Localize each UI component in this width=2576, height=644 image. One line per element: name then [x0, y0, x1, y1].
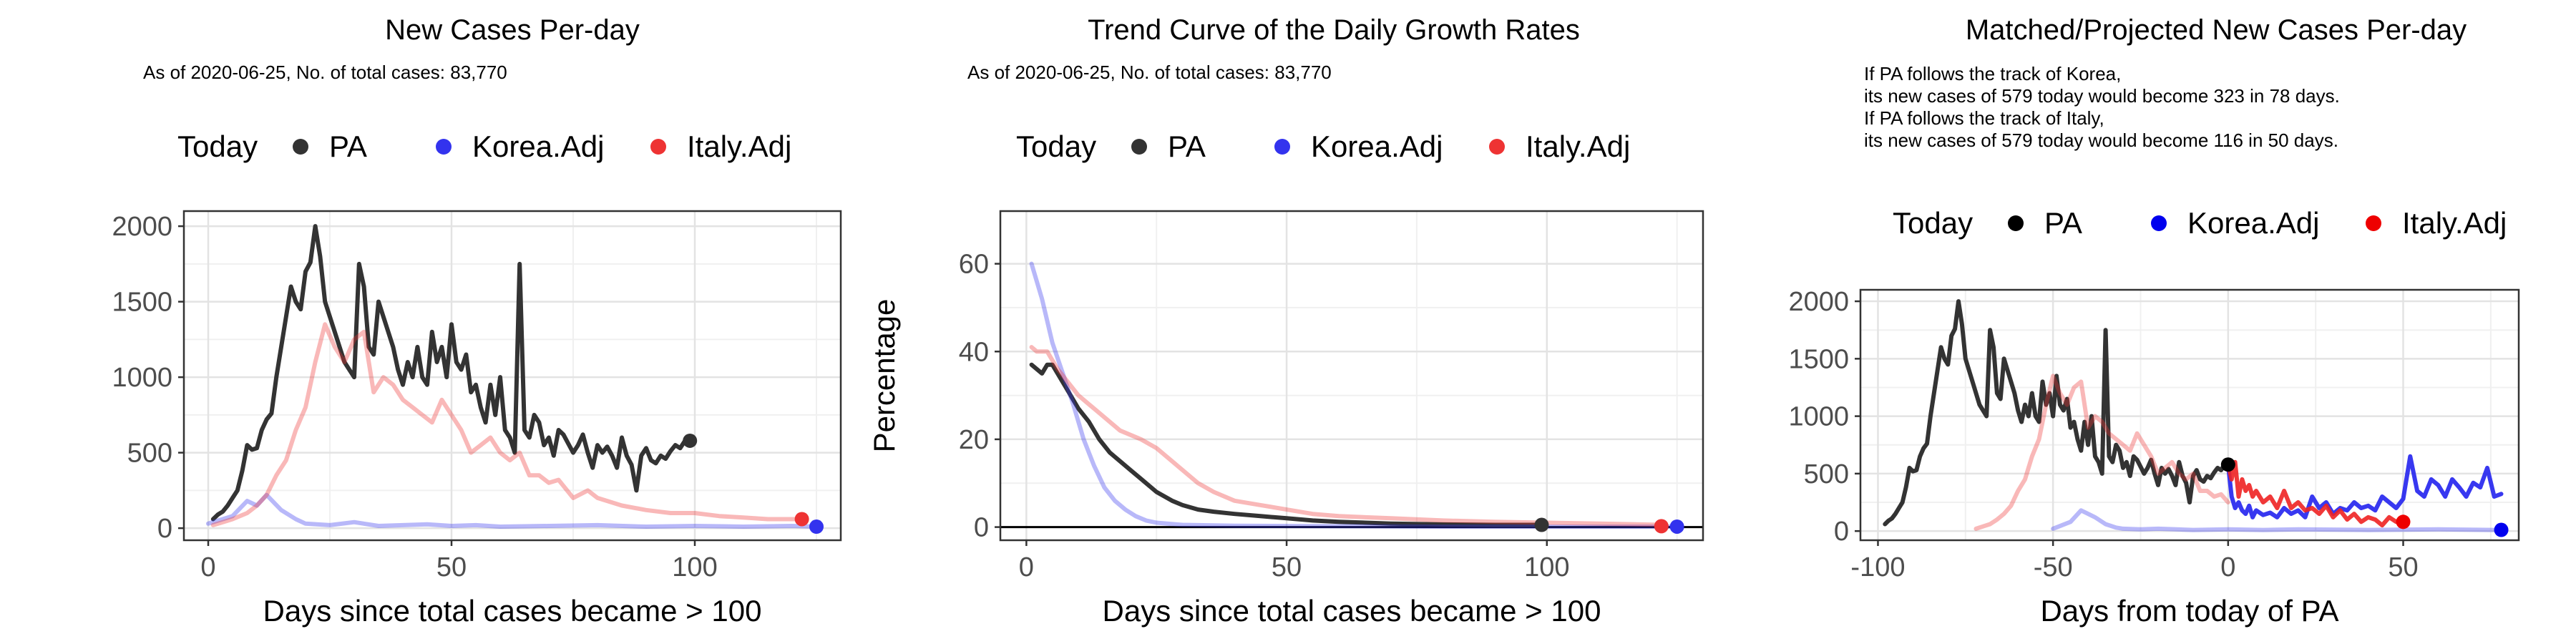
y-tick-label: 0	[157, 514, 172, 544]
y-tick-label: 500	[1804, 459, 1849, 489]
endpoint-korea-adj	[2494, 522, 2509, 537]
legend-label: Italy.Adj	[2402, 206, 2507, 240]
plot-border	[1859, 288, 2520, 542]
y-tick-label: 500	[127, 439, 172, 469]
legend-title: Today	[177, 130, 258, 163]
x-tick-label: 50	[1272, 552, 1302, 582]
legend-label: PA	[329, 130, 367, 163]
series-line-korea-adj-projected	[2225, 454, 2504, 519]
series-line-pa	[1029, 362, 1544, 527]
endpoint-korea-adj	[1669, 519, 1684, 534]
legend-key-italy-adj	[1489, 139, 1505, 155]
series-line-korea-adj	[1029, 261, 1679, 529]
y-tick-label: 1500	[112, 288, 172, 318]
legend-label: Italy.Adj	[687, 130, 791, 163]
series-line-pa	[210, 224, 693, 522]
x-tick-label: 0	[2220, 552, 2235, 582]
y-tick-label: 2000	[1788, 287, 1849, 317]
legend-label: Italy.Adj	[1526, 130, 1630, 163]
endpoint-italy-adj	[794, 512, 809, 527]
series-line-korea-adj-matched	[2051, 508, 2497, 532]
chart-subtitle: As of 2020-06-25, No. of total cases: 83…	[143, 62, 507, 83]
x-tick-label: -100	[1850, 552, 1905, 582]
legend-key-pa	[1131, 139, 1147, 155]
series-line-italy-adj-projected	[2225, 459, 2406, 528]
chart-subtitle: its new cases of 579 today would become …	[1864, 85, 2340, 107]
endpoint-pa	[2220, 457, 2235, 472]
y-tick-label: 60	[959, 250, 989, 280]
x-axis-title: Days since total cases became > 100	[263, 594, 762, 628]
y-tick-label: 1000	[112, 363, 172, 393]
y-tick-label: 2000	[112, 212, 172, 242]
legend-label: PA	[1168, 130, 1206, 163]
chart-subtitle: If PA follows the track of Italy,	[1864, 107, 2104, 129]
chart-subtitle: As of 2020-06-25, No. of total cases: 83…	[967, 62, 1332, 83]
legend-key-italy-adj	[650, 139, 666, 155]
series-line-italy-adj	[210, 322, 809, 527]
chart-title: Trend Curve of the Daily Growth Rates	[1088, 14, 1580, 46]
chart-subtitle: If PA follows the track of Korea,	[1864, 63, 2121, 84]
endpoint-korea-adj	[809, 519, 824, 535]
legend-title: Today	[1893, 206, 1973, 240]
legend-key-pa	[293, 139, 308, 155]
y-tick-label: 40	[959, 337, 989, 367]
legend-label: Korea.Adj	[1311, 130, 1443, 163]
y-axis-title: Percentage	[867, 299, 901, 453]
plot-background	[1000, 211, 1703, 540]
legend-key-italy-adj	[2366, 215, 2381, 231]
x-tick-label: 50	[436, 552, 467, 582]
x-tick-label: 0	[1019, 552, 1034, 582]
chart-title: Matched/Projected New Cases Per-day	[1966, 14, 2467, 46]
legend-label: Korea.Adj	[2187, 206, 2319, 240]
y-tick-label: 1000	[1788, 402, 1849, 432]
chart-panel-1: New Cases Per-day As of 2020-06-25, No. o…	[112, 14, 842, 628]
legend-label: Korea.Adj	[472, 130, 604, 163]
legend-key-korea-adj	[2151, 215, 2167, 231]
legend-key-korea-adj	[1274, 139, 1290, 155]
x-tick-label: 100	[672, 552, 717, 582]
x-axis-title: Days from today of PA	[2040, 594, 2338, 628]
plot-background	[184, 211, 841, 540]
y-tick-label: 0	[974, 513, 989, 543]
y-tick-label: 20	[959, 425, 989, 455]
endpoint-pa	[1534, 517, 1549, 532]
legend-key-pa	[2008, 215, 2024, 231]
endpoint-italy-adj	[2396, 514, 2411, 530]
series-line-italy-adj-matched	[1974, 374, 2230, 531]
chart-panel-2: Trend Curve of the Daily Growth Rates As …	[867, 14, 1704, 628]
chart-title: New Cases Per-day	[385, 14, 640, 46]
legend-title: Today	[1016, 130, 1096, 163]
x-tick-label: -50	[2034, 552, 2073, 582]
series-line-italy-adj	[1029, 345, 1664, 527]
y-tick-label: 1500	[1788, 344, 1849, 374]
legend-label: PA	[2044, 206, 2082, 240]
chart-subtitle: its new cases of 579 today would become …	[1864, 130, 2338, 151]
endpoint-pa	[683, 433, 698, 448]
series-line-korea-adj	[206, 492, 819, 529]
plot-border	[182, 210, 842, 542]
x-tick-label: 50	[2388, 552, 2418, 582]
plot-border	[999, 210, 1704, 542]
y-tick-label: 0	[1834, 517, 1849, 547]
x-axis-title: Days since total cases became > 100	[1103, 594, 1601, 628]
x-tick-label: 0	[200, 552, 215, 582]
chart-panel-3: Matched/Projected New Cases Per-day If PA…	[1788, 14, 2520, 628]
x-tick-label: 100	[1524, 552, 1569, 582]
endpoint-italy-adj	[1654, 519, 1669, 534]
legend-key-korea-adj	[436, 139, 452, 155]
series-line-pa	[1883, 299, 2230, 527]
